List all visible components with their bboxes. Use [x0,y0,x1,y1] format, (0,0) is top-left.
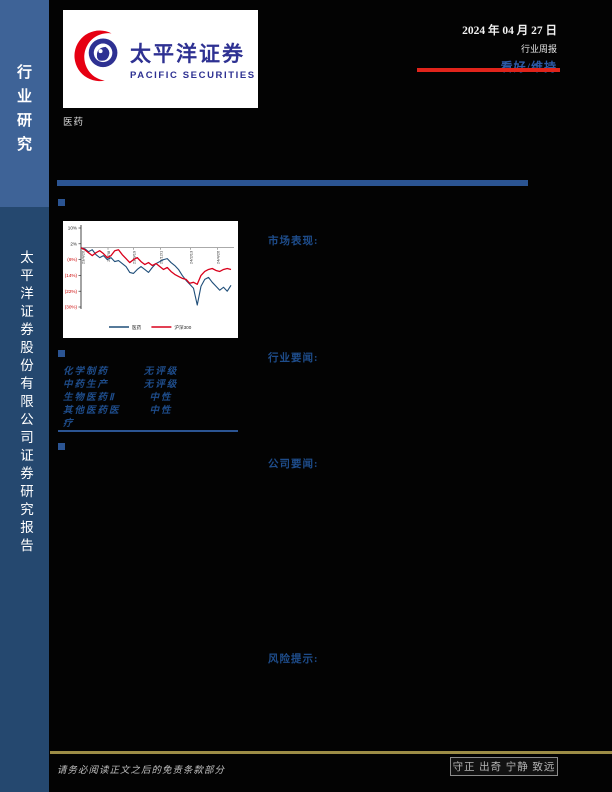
industry-rating: 无评级 [143,380,179,390]
header-red-underline [417,68,560,72]
table-row: 化学制药 无评级 [63,366,233,379]
report-type: 行业周报 [520,44,557,54]
industry-name: 化学制药 [63,367,110,377]
sidebar-top-band [0,0,49,207]
sidebar-bottom-band [0,207,49,792]
logo-wordmark: 太平洋证券 PACIFIC SECURITIES [130,38,256,81]
section-bullet-icon [58,350,65,357]
industry-name: 中药生产 [63,380,110,390]
section-label-company-news: 公司要闻: [268,459,319,470]
svg-text:23/7/8: 23/7/8 [106,250,111,262]
svg-text:(14%): (14%) [65,273,78,278]
industry-name-label: 医药 [63,117,85,128]
sidebar-company-report-label: 太平洋证券股份有限公司证券研究报告 [18,250,33,556]
svg-text:医药: 医药 [132,324,142,331]
section-label-market: 市场表现: [268,236,319,247]
footer-motto-badge: 守正 出奇 宁静 致远 [450,757,558,776]
logo-red-crescent [74,29,112,81]
industry-rating: 无评级 [143,367,179,377]
svg-text:23/9/19: 23/9/19 [131,250,136,264]
ratings-table-underline [58,430,238,432]
svg-text:(6%): (6%) [67,257,77,262]
industry-name: 其他医药医疗 [63,406,121,429]
section-bullet-icon [58,443,65,450]
company-logo: 太平洋证券 PACIFIC SECURITIES [63,10,258,108]
logo-english-name: PACIFIC SECURITIES [130,69,256,81]
svg-text:24/2/13: 24/2/13 [188,250,193,264]
sidebar-research-type-label: 行业研究 [15,64,31,160]
section-bullet-icon [58,199,65,206]
table-row: 中药生产 无评级 [63,379,233,392]
title-divider-bar [57,180,528,186]
footer-gold-divider [50,751,612,754]
ratings-table-body: 化学制药 无评级 中药生产 无评级 生物医药Ⅱ 中性 其他医药医疗 中性 [63,366,233,431]
section-label-risk: 风险提示: [268,654,319,665]
footer-disclaimer: 请务必阅读正文之后的免责条款部分 [57,766,226,776]
svg-text:23/12/1: 23/12/1 [158,250,163,264]
svg-text:10%: 10% [68,226,77,231]
logo-chinese-name: 太平洋证券 [130,42,245,66]
table-row: 生物医药Ⅱ 中性 [63,392,233,405]
svg-text:沪深300: 沪深300 [174,324,191,331]
table-row: 其他医药医疗 中性 [63,405,233,431]
industry-rating-status: 看好/维持 [500,60,557,74]
svg-text:(22%): (22%) [65,289,78,294]
market-chart-svg: 10% 2% (6%) (14%) (22%) (30%) 23/4/26 23/7/8 23/… [65,225,234,331]
industry-name: 生物医药Ⅱ [63,393,116,403]
section-label-industry-news: 行业要闻: [268,353,319,364]
report-date: 2024 年 04 月 27 日 [462,25,557,37]
svg-text:2%: 2% [70,241,77,246]
market-performance-chart: 10% 2% (6%) (14%) (22%) (30%) 23/4/26 23/7/8 23/… [63,221,238,338]
svg-text:(30%): (30%) [65,305,78,310]
pacific-securities-logo-icon [71,28,125,91]
svg-text:23/4/26: 23/4/26 [80,250,85,264]
industry-ratings-table: 化学制药 无评级 中药生产 无评级 生物医药Ⅱ 中性 其他医药医疗 中性 [63,366,233,431]
industry-rating: 中性 [149,406,173,416]
svg-text:24/4/26: 24/4/26 [215,250,220,264]
industry-rating: 中性 [149,393,173,403]
